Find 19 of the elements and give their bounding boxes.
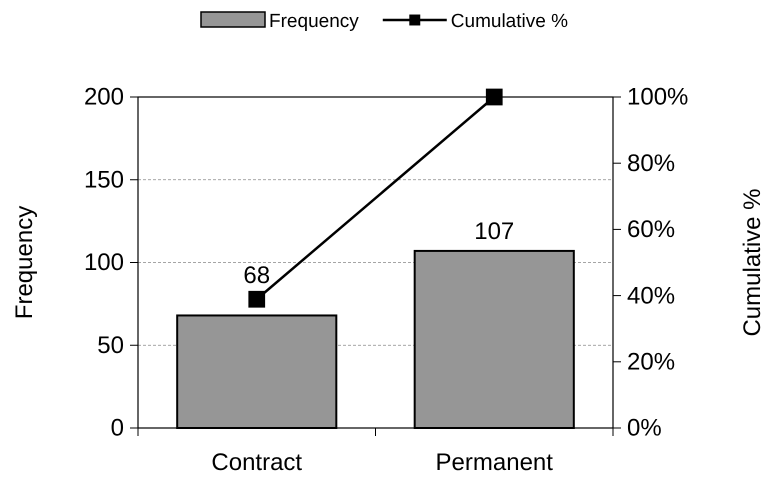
y-tick-label: 200: [84, 84, 124, 111]
y-tick-label: 0: [110, 414, 124, 442]
legend-label: Frequency: [269, 11, 360, 32]
y2-tick-label: 40%: [627, 282, 676, 310]
y2-tick-label: 20%: [627, 348, 676, 376]
y2-tick-label: 0%: [627, 414, 662, 442]
y2-axis-title: Cumulative %: [739, 188, 766, 337]
y2-tick-label: 100%: [627, 84, 688, 111]
y-tick-label: 50: [97, 332, 124, 359]
y-tick-label: 100: [84, 249, 124, 276]
x-tick-label: Contract: [211, 449, 302, 476]
y2-tick-label: 60%: [627, 216, 676, 244]
y-axis-title: Frequency: [11, 206, 38, 320]
legend-label: Cumulative %: [450, 11, 568, 32]
x-tick-label: Permanent: [436, 449, 554, 476]
y2-tick-label: 80%: [627, 150, 676, 177]
y-tick-label: 150: [84, 166, 124, 194]
data-label: 68: [243, 262, 270, 290]
data-label: 107: [474, 218, 514, 245]
